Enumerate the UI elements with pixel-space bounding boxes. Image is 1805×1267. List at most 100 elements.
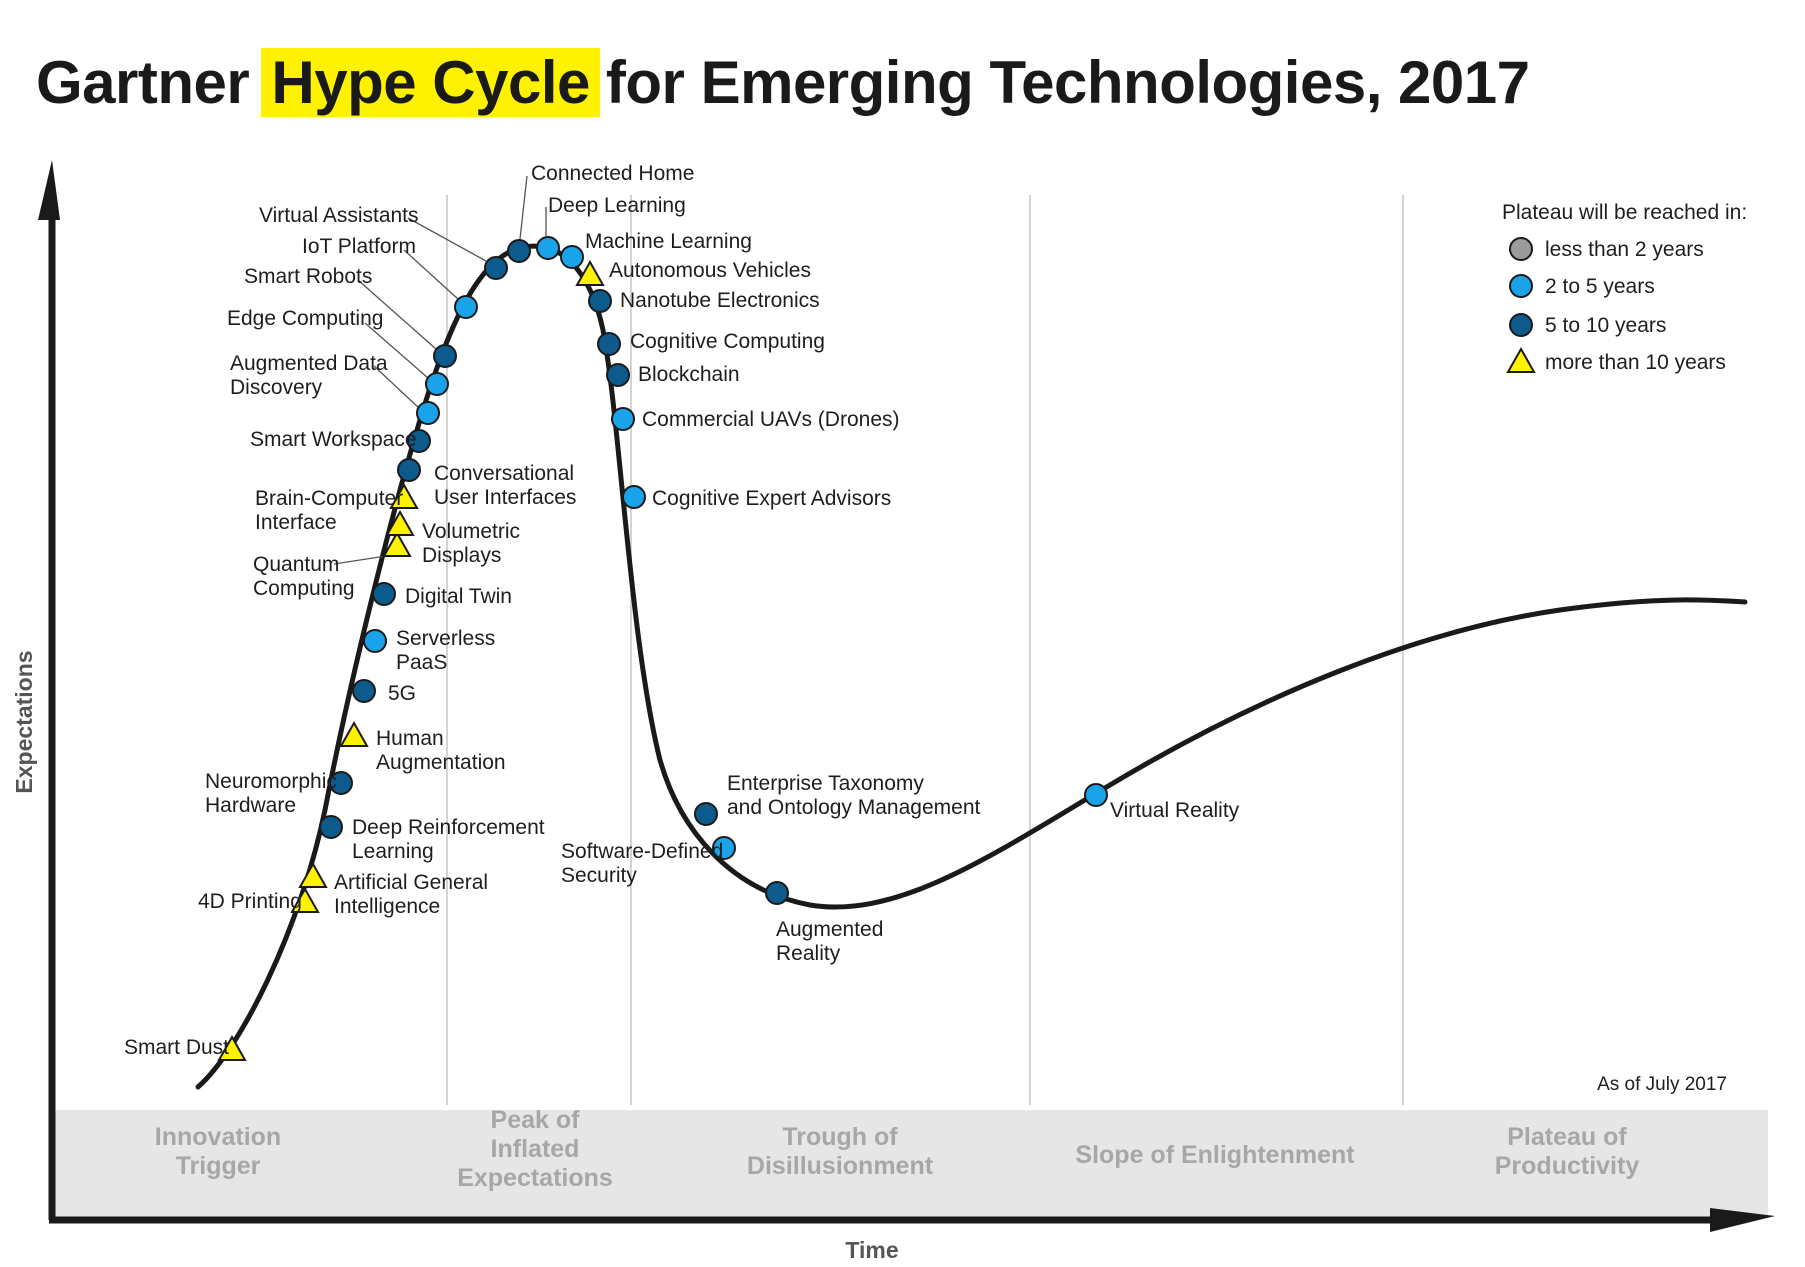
leader-line-edge-computing xyxy=(364,322,429,379)
marker-deep-learning xyxy=(536,236,560,260)
legend-marker-lt2 xyxy=(1509,237,1533,261)
y-axis-arrow xyxy=(38,160,60,220)
label-cognitive-expert-advisors: Cognitive Expert Advisors xyxy=(652,487,891,510)
label-5g: 5G xyxy=(388,682,416,705)
marker-augmented-reality xyxy=(765,881,789,905)
phase-label: Innovation Trigger xyxy=(155,1123,281,1180)
phase-labels: Innovation Trigger Peak of Inflated Expectat… xyxy=(155,1106,1640,1192)
label-virtual-assistants: Virtual Assistants xyxy=(259,204,419,227)
label-smart-dust: Smart Dust xyxy=(124,1036,229,1059)
label-smart-robots: Smart Robots xyxy=(244,265,372,288)
marker-blockchain xyxy=(606,363,630,387)
label-iot-platform: IoT Platform xyxy=(302,235,416,258)
legend-marker-5to10 xyxy=(1509,313,1533,337)
phase-label: Plateau of Productivity xyxy=(1495,1123,1640,1180)
technology-markers xyxy=(217,236,1108,1061)
label-serverless-paas: Serverless PaaS xyxy=(396,627,495,674)
marker-5g xyxy=(352,679,376,703)
marker-cognitive-expert-advisors xyxy=(622,485,646,509)
marker-smart-dust xyxy=(217,1034,247,1061)
leader-line-iot-platform xyxy=(403,249,459,300)
marker-nanotube-electronics xyxy=(588,289,612,313)
label-edge-computing: Edge Computing xyxy=(227,307,383,330)
marker-autonomous-vehicles xyxy=(575,259,605,286)
marker-machine-learning xyxy=(560,245,584,269)
label-virtual-reality: Virtual Reality xyxy=(1110,799,1240,822)
marker-iot-platform xyxy=(454,295,478,319)
marker-smart-robots xyxy=(433,344,457,368)
leader-line-augmented-data-discovery xyxy=(373,365,421,410)
marker-smart-workspace xyxy=(407,429,431,453)
leader-lines xyxy=(333,175,547,565)
phase-label: Peak of Inflated Expectations xyxy=(457,1106,613,1192)
label-conversational-user-interfaces: Conversational User Interfaces xyxy=(434,462,576,509)
legend-label-gt10: more than 10 years xyxy=(1545,351,1726,374)
label-smart-workspace: Smart Workspace xyxy=(250,428,417,451)
leader-line-smart-robots xyxy=(357,279,437,350)
label-artificial-general-intelligence: Artificial General Intelligence xyxy=(334,871,488,918)
label-blockchain: Blockchain xyxy=(638,363,740,386)
label-augmented-data-discovery: Augmented Data Discovery xyxy=(230,352,388,399)
label-neuromorphic-hardware: Neuromorphic Hardware xyxy=(205,770,337,817)
label-commercial-uavs-drones: Commercial UAVs (Drones) xyxy=(642,408,900,431)
title-suffix: for Emerging Technologies, 2017 xyxy=(605,48,1530,116)
marker-conversational-user-interfaces xyxy=(397,458,421,482)
marker-serverless-paas xyxy=(363,629,387,653)
label-digital-twin: Digital Twin xyxy=(405,585,512,608)
hype-curve xyxy=(195,243,1748,1090)
legend-label-2to5: 2 to 5 years xyxy=(1545,275,1655,298)
marker-augmented-data-discovery xyxy=(416,401,440,425)
label-volumetric-displays: Volumetric Displays xyxy=(422,520,520,567)
marker-brain-computer-interface xyxy=(389,482,419,509)
as-of-note: As of July 2017 xyxy=(1597,1074,1727,1095)
label-brain-computer-interface: Brain-Computer Interface xyxy=(255,487,403,534)
legend-label-lt2: less than 2 years xyxy=(1545,238,1704,261)
label-autonomous-vehicles: Autonomous Vehicles xyxy=(609,259,811,282)
marker-4d-printing xyxy=(290,886,320,913)
page-title: Gartner Hype Cycle for Emerging Technolog… xyxy=(36,32,1530,132)
label-human-augmentation: Human Augmentation xyxy=(376,727,506,774)
label-software-defined-security: Software-Defined Security xyxy=(561,840,723,887)
marker-artificial-general-intelligence xyxy=(298,861,328,888)
technology-labels: Smart Dust 4D Printing Artificial General I… xyxy=(124,162,1240,1059)
legend-marker-2to5 xyxy=(1509,274,1533,298)
marker-digital-twin xyxy=(372,582,396,606)
marker-quantum-computing xyxy=(382,530,412,557)
label-quantum-computing: Quantum Computing xyxy=(253,553,355,600)
x-axis-arrow xyxy=(1710,1208,1775,1232)
title-highlight: Hype Cycle xyxy=(261,47,600,117)
y-axis-label: Expectations xyxy=(11,650,37,793)
marker-human-augmentation xyxy=(339,720,369,747)
label-augmented-reality: Augmented Reality xyxy=(776,918,883,965)
phase-band xyxy=(52,1110,1768,1218)
label-deep-learning: Deep Learning xyxy=(548,194,686,217)
marker-cognitive-computing xyxy=(597,332,621,356)
legend-title: Plateau will be reached in: xyxy=(1502,201,1747,224)
legend-label-5to10: 5 to 10 years xyxy=(1545,314,1666,337)
marker-connected-home xyxy=(507,239,531,263)
leader-line-quantum-computing xyxy=(333,555,387,565)
title-prefix: Gartner xyxy=(36,48,250,116)
leader-line-virtual-assistants xyxy=(407,217,487,262)
marker-neuromorphic-hardware xyxy=(329,771,353,795)
label-cognitive-computing: Cognitive Computing xyxy=(630,330,825,353)
marker-virtual-assistants xyxy=(484,256,508,280)
phase-label: Slope of Enlightenment xyxy=(1075,1141,1355,1169)
marker-software-defined-security xyxy=(712,836,736,860)
label-deep-reinforcement-learning: Deep Reinforcement Learning xyxy=(352,816,545,863)
legend-marker-gt10 xyxy=(1506,346,1536,373)
marker-virtual-reality xyxy=(1084,783,1108,807)
x-axis-label: Time xyxy=(845,1237,898,1263)
phase-label: Trough of Disillusionment xyxy=(747,1123,934,1180)
marker-volumetric-displays xyxy=(385,509,415,536)
marker-enterprise-taxonomy-and-ontology-management xyxy=(694,802,718,826)
label-machine-learning: Machine Learning xyxy=(585,230,752,253)
legend: Plateau will be reached in: less than 2 … xyxy=(1502,201,1747,374)
leader-line-connected-home xyxy=(519,175,528,240)
label-4d-printing: 4D Printing xyxy=(198,890,302,913)
label-connected-home: Connected Home xyxy=(531,162,694,185)
marker-edge-computing xyxy=(425,372,449,396)
label-nanotube-electronics: Nanotube Electronics xyxy=(620,289,820,312)
label-enterprise-taxonomy-and-ontology-management: Enterprise Taxonomy and Ontology Manageme… xyxy=(727,772,980,819)
